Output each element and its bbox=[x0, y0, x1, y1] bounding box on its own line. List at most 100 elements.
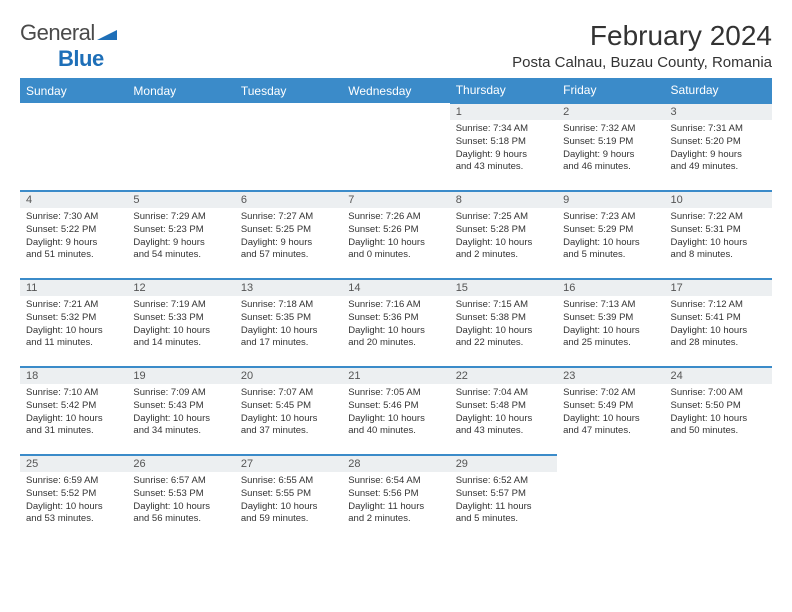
sunrise-text: Sunrise: 7:25 AM bbox=[456, 211, 551, 224]
day-cell: 24Sunrise: 7:00 AMSunset: 5:50 PMDayligh… bbox=[665, 367, 772, 455]
day-cell: 4Sunrise: 7:30 AMSunset: 5:22 PMDaylight… bbox=[20, 191, 127, 279]
sunset-text: Sunset: 5:29 PM bbox=[563, 224, 658, 237]
sunset-text: Sunset: 5:23 PM bbox=[133, 224, 228, 237]
sunset-text: Sunset: 5:31 PM bbox=[671, 224, 766, 237]
daylight-text: Daylight: 10 hours bbox=[456, 413, 551, 426]
sunset-text: Sunset: 5:39 PM bbox=[563, 312, 658, 325]
day-content: Sunrise: 7:04 AMSunset: 5:48 PMDaylight:… bbox=[450, 384, 557, 442]
sunrise-text: Sunrise: 7:05 AM bbox=[348, 387, 443, 400]
day-cell: 11Sunrise: 7:21 AMSunset: 5:32 PMDayligh… bbox=[20, 279, 127, 367]
empty-cell bbox=[235, 103, 342, 191]
day-content: Sunrise: 7:26 AMSunset: 5:26 PMDaylight:… bbox=[342, 208, 449, 266]
calendar-row: 4Sunrise: 7:30 AMSunset: 5:22 PMDaylight… bbox=[20, 191, 772, 279]
day-header: Monday bbox=[127, 78, 234, 103]
calendar-row: 1Sunrise: 7:34 AMSunset: 5:18 PMDaylight… bbox=[20, 103, 772, 191]
empty-cell bbox=[127, 103, 234, 191]
day-cell: 29Sunrise: 6:52 AMSunset: 5:57 PMDayligh… bbox=[450, 455, 557, 543]
daylight-text-2: and 51 minutes. bbox=[26, 249, 121, 262]
daylight-text-2: and 28 minutes. bbox=[671, 337, 766, 350]
day-number: 9 bbox=[557, 192, 664, 208]
sunset-text: Sunset: 5:56 PM bbox=[348, 488, 443, 501]
sunset-text: Sunset: 5:36 PM bbox=[348, 312, 443, 325]
day-number: 8 bbox=[450, 192, 557, 208]
logo-text: General Blue bbox=[20, 20, 117, 72]
day-cell: 8Sunrise: 7:25 AMSunset: 5:28 PMDaylight… bbox=[450, 191, 557, 279]
daylight-text-2: and 5 minutes. bbox=[456, 513, 551, 526]
sunrise-text: Sunrise: 6:59 AM bbox=[26, 475, 121, 488]
calendar-row: 11Sunrise: 7:21 AMSunset: 5:32 PMDayligh… bbox=[20, 279, 772, 367]
daylight-text-2: and 43 minutes. bbox=[456, 161, 551, 174]
empty-cell bbox=[557, 455, 664, 543]
daylight-text: Daylight: 9 hours bbox=[671, 149, 766, 162]
day-content: Sunrise: 7:23 AMSunset: 5:29 PMDaylight:… bbox=[557, 208, 664, 266]
day-cell: 12Sunrise: 7:19 AMSunset: 5:33 PMDayligh… bbox=[127, 279, 234, 367]
sunset-text: Sunset: 5:55 PM bbox=[241, 488, 336, 501]
daylight-text-2: and 37 minutes. bbox=[241, 425, 336, 438]
daylight-text: Daylight: 10 hours bbox=[26, 501, 121, 514]
day-number: 7 bbox=[342, 192, 449, 208]
daylight-text-2: and 11 minutes. bbox=[26, 337, 121, 350]
day-number: 16 bbox=[557, 280, 664, 296]
daylight-text: Daylight: 10 hours bbox=[133, 501, 228, 514]
daylight-text-2: and 20 minutes. bbox=[348, 337, 443, 350]
day-content: Sunrise: 7:29 AMSunset: 5:23 PMDaylight:… bbox=[127, 208, 234, 266]
sunset-text: Sunset: 5:57 PM bbox=[456, 488, 551, 501]
logo-triangle-icon bbox=[97, 26, 117, 45]
daylight-text: Daylight: 10 hours bbox=[133, 413, 228, 426]
calendar-row: 18Sunrise: 7:10 AMSunset: 5:42 PMDayligh… bbox=[20, 367, 772, 455]
day-number: 6 bbox=[235, 192, 342, 208]
sunset-text: Sunset: 5:33 PM bbox=[133, 312, 228, 325]
daylight-text-2: and 57 minutes. bbox=[241, 249, 336, 262]
day-number: 24 bbox=[665, 368, 772, 384]
day-header: Tuesday bbox=[235, 78, 342, 103]
daylight-text: Daylight: 10 hours bbox=[563, 325, 658, 338]
day-number: 3 bbox=[665, 104, 772, 120]
day-cell: 3Sunrise: 7:31 AMSunset: 5:20 PMDaylight… bbox=[665, 103, 772, 191]
daylight-text-2: and 56 minutes. bbox=[133, 513, 228, 526]
day-header: Wednesday bbox=[342, 78, 449, 103]
day-header: Thursday bbox=[450, 78, 557, 103]
day-content: Sunrise: 7:27 AMSunset: 5:25 PMDaylight:… bbox=[235, 208, 342, 266]
daylight-text: Daylight: 11 hours bbox=[348, 501, 443, 514]
day-cell: 23Sunrise: 7:02 AMSunset: 5:49 PMDayligh… bbox=[557, 367, 664, 455]
day-content: Sunrise: 6:52 AMSunset: 5:57 PMDaylight:… bbox=[450, 472, 557, 530]
sunrise-text: Sunrise: 7:09 AM bbox=[133, 387, 228, 400]
sunset-text: Sunset: 5:46 PM bbox=[348, 400, 443, 413]
day-content: Sunrise: 6:54 AMSunset: 5:56 PMDaylight:… bbox=[342, 472, 449, 530]
daylight-text-2: and 31 minutes. bbox=[26, 425, 121, 438]
daylight-text-2: and 25 minutes. bbox=[563, 337, 658, 350]
sunset-text: Sunset: 5:41 PM bbox=[671, 312, 766, 325]
daylight-text: Daylight: 10 hours bbox=[456, 237, 551, 250]
day-number: 19 bbox=[127, 368, 234, 384]
day-cell: 7Sunrise: 7:26 AMSunset: 5:26 PMDaylight… bbox=[342, 191, 449, 279]
location-subtitle: Posta Calnau, Buzau County, Romania bbox=[512, 54, 772, 71]
day-header-row: Sunday Monday Tuesday Wednesday Thursday… bbox=[20, 78, 772, 103]
daylight-text: Daylight: 10 hours bbox=[26, 413, 121, 426]
day-content: Sunrise: 7:18 AMSunset: 5:35 PMDaylight:… bbox=[235, 296, 342, 354]
calendar-body: 1Sunrise: 7:34 AMSunset: 5:18 PMDaylight… bbox=[20, 103, 772, 543]
daylight-text-2: and 50 minutes. bbox=[671, 425, 766, 438]
day-cell: 9Sunrise: 7:23 AMSunset: 5:29 PMDaylight… bbox=[557, 191, 664, 279]
daylight-text-2: and 5 minutes. bbox=[563, 249, 658, 262]
sunset-text: Sunset: 5:28 PM bbox=[456, 224, 551, 237]
daylight-text-2: and 54 minutes. bbox=[133, 249, 228, 262]
sunset-text: Sunset: 5:26 PM bbox=[348, 224, 443, 237]
sunrise-text: Sunrise: 7:32 AM bbox=[563, 123, 658, 136]
sunset-text: Sunset: 5:45 PM bbox=[241, 400, 336, 413]
daylight-text: Daylight: 10 hours bbox=[671, 325, 766, 338]
day-header: Saturday bbox=[665, 78, 772, 103]
sunrise-text: Sunrise: 6:55 AM bbox=[241, 475, 336, 488]
sunrise-text: Sunrise: 7:21 AM bbox=[26, 299, 121, 312]
daylight-text: Daylight: 10 hours bbox=[563, 413, 658, 426]
sunset-text: Sunset: 5:52 PM bbox=[26, 488, 121, 501]
sunrise-text: Sunrise: 7:18 AM bbox=[241, 299, 336, 312]
daylight-text-2: and 46 minutes. bbox=[563, 161, 658, 174]
day-cell: 28Sunrise: 6:54 AMSunset: 5:56 PMDayligh… bbox=[342, 455, 449, 543]
day-cell: 22Sunrise: 7:04 AMSunset: 5:48 PMDayligh… bbox=[450, 367, 557, 455]
day-content: Sunrise: 7:25 AMSunset: 5:28 PMDaylight:… bbox=[450, 208, 557, 266]
day-cell: 5Sunrise: 7:29 AMSunset: 5:23 PMDaylight… bbox=[127, 191, 234, 279]
day-content: Sunrise: 7:32 AMSunset: 5:19 PMDaylight:… bbox=[557, 120, 664, 178]
day-content: Sunrise: 7:13 AMSunset: 5:39 PMDaylight:… bbox=[557, 296, 664, 354]
sunrise-text: Sunrise: 7:30 AM bbox=[26, 211, 121, 224]
sunrise-text: Sunrise: 6:57 AM bbox=[133, 475, 228, 488]
